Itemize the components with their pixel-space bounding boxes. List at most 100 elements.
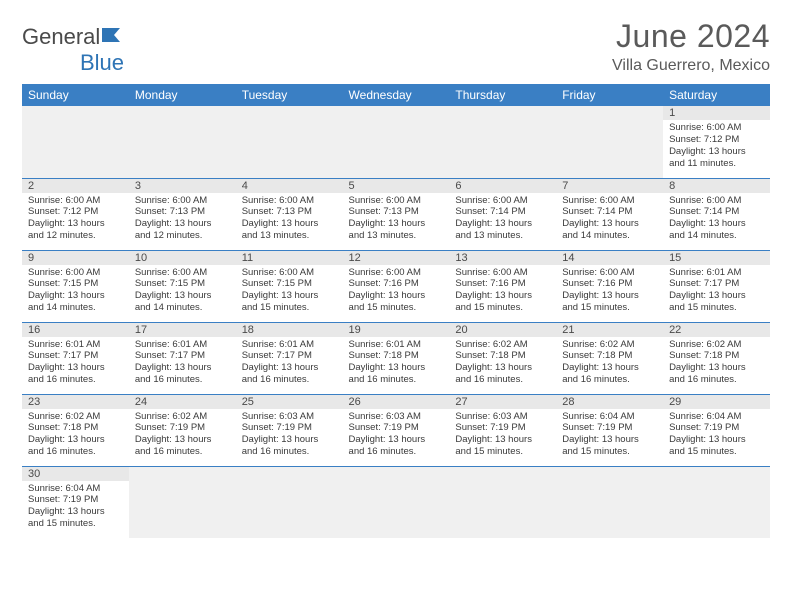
day-data-line: Sunrise: 6:00 AM <box>28 267 123 279</box>
day-data-line: Daylight: 13 hours <box>562 290 657 302</box>
day-number: 19 <box>343 323 450 337</box>
day-data-line: Daylight: 13 hours <box>349 218 444 230</box>
day-data-line: Sunrise: 6:02 AM <box>28 411 123 423</box>
day-number: 24 <box>129 395 236 409</box>
day-data-line: Sunrise: 6:02 AM <box>562 339 657 351</box>
day-data: Sunrise: 6:01 AMSunset: 7:17 PMDaylight:… <box>129 337 236 391</box>
day-data-line: Sunset: 7:18 PM <box>455 350 550 362</box>
day-data-line: Daylight: 13 hours <box>135 218 230 230</box>
calendar-empty-cell <box>556 106 663 178</box>
day-data-line: Sunrise: 6:00 AM <box>349 267 444 279</box>
day-data: Sunrise: 6:03 AMSunset: 7:19 PMDaylight:… <box>449 409 556 463</box>
brand-text: General Blue <box>22 24 124 76</box>
header: General Blue June 2024 Villa Guerrero, M… <box>22 18 770 76</box>
day-data: Sunrise: 6:02 AMSunset: 7:19 PMDaylight:… <box>129 409 236 463</box>
day-data-line: and 13 minutes. <box>242 230 337 242</box>
calendar-day-cell: 29Sunrise: 6:04 AMSunset: 7:19 PMDayligh… <box>663 394 770 466</box>
day-data-line: Sunset: 7:14 PM <box>562 206 657 218</box>
calendar-week-row: 23Sunrise: 6:02 AMSunset: 7:18 PMDayligh… <box>22 394 770 466</box>
day-data-line: and 16 minutes. <box>28 446 123 458</box>
day-number: 20 <box>449 323 556 337</box>
weekday-header: Thursday <box>449 84 556 106</box>
calendar-day-cell: 11Sunrise: 6:00 AMSunset: 7:15 PMDayligh… <box>236 250 343 322</box>
day-data-line: Sunset: 7:13 PM <box>349 206 444 218</box>
day-data-line: and 15 minutes. <box>669 446 764 458</box>
day-data-line: Sunrise: 6:04 AM <box>28 483 123 495</box>
calendar-day-cell: 21Sunrise: 6:02 AMSunset: 7:18 PMDayligh… <box>556 322 663 394</box>
day-data-line: Sunset: 7:19 PM <box>455 422 550 434</box>
day-number: 21 <box>556 323 663 337</box>
weekday-header: Friday <box>556 84 663 106</box>
calendar-day-cell: 25Sunrise: 6:03 AMSunset: 7:19 PMDayligh… <box>236 394 343 466</box>
calendar-day-cell: 27Sunrise: 6:03 AMSunset: 7:19 PMDayligh… <box>449 394 556 466</box>
calendar-day-cell: 1Sunrise: 6:00 AMSunset: 7:12 PMDaylight… <box>663 106 770 178</box>
day-data-line: Sunrise: 6:00 AM <box>242 195 337 207</box>
day-data-line: and 15 minutes. <box>242 302 337 314</box>
day-data: Sunrise: 6:00 AMSunset: 7:14 PMDaylight:… <box>556 193 663 247</box>
day-data-line: and 12 minutes. <box>28 230 123 242</box>
day-number: 7 <box>556 179 663 193</box>
day-data-line: Sunset: 7:18 PM <box>28 422 123 434</box>
day-data-line: and 16 minutes. <box>349 446 444 458</box>
calendar-page: General Blue June 2024 Villa Guerrero, M… <box>0 0 792 556</box>
weekday-header: Wednesday <box>343 84 450 106</box>
day-data-line: and 15 minutes. <box>562 446 657 458</box>
day-data-line: Sunset: 7:16 PM <box>562 278 657 290</box>
calendar-empty-cell <box>343 466 450 538</box>
calendar-day-cell: 7Sunrise: 6:00 AMSunset: 7:14 PMDaylight… <box>556 178 663 250</box>
day-data-line: Sunrise: 6:00 AM <box>349 195 444 207</box>
day-data-line: Sunrise: 6:03 AM <box>349 411 444 423</box>
day-data: Sunrise: 6:00 AMSunset: 7:15 PMDaylight:… <box>22 265 129 319</box>
calendar-day-cell: 12Sunrise: 6:00 AMSunset: 7:16 PMDayligh… <box>343 250 450 322</box>
day-data: Sunrise: 6:00 AMSunset: 7:16 PMDaylight:… <box>343 265 450 319</box>
day-data-line: Sunset: 7:19 PM <box>562 422 657 434</box>
day-data-line: Sunrise: 6:01 AM <box>669 267 764 279</box>
day-data-line: and 15 minutes. <box>455 446 550 458</box>
day-number: 6 <box>449 179 556 193</box>
day-data-line: Sunset: 7:15 PM <box>135 278 230 290</box>
day-data-line: and 16 minutes. <box>135 374 230 386</box>
day-data-line: Sunset: 7:19 PM <box>349 422 444 434</box>
brand-part1: General <box>22 24 100 49</box>
calendar-day-cell: 23Sunrise: 6:02 AMSunset: 7:18 PMDayligh… <box>22 394 129 466</box>
day-data-line: Sunrise: 6:00 AM <box>562 195 657 207</box>
calendar-week-row: 1Sunrise: 6:00 AMSunset: 7:12 PMDaylight… <box>22 106 770 178</box>
day-data-line: and 14 minutes. <box>28 302 123 314</box>
weekday-header: Tuesday <box>236 84 343 106</box>
day-data-line: Daylight: 13 hours <box>669 146 764 158</box>
calendar-day-cell: 16Sunrise: 6:01 AMSunset: 7:17 PMDayligh… <box>22 322 129 394</box>
weekday-header: Monday <box>129 84 236 106</box>
day-data-line: Daylight: 13 hours <box>28 434 123 446</box>
calendar-day-cell: 30Sunrise: 6:04 AMSunset: 7:19 PMDayligh… <box>22 466 129 538</box>
day-number: 14 <box>556 251 663 265</box>
day-number: 16 <box>22 323 129 337</box>
day-data-line: and 14 minutes. <box>669 230 764 242</box>
calendar-week-row: 30Sunrise: 6:04 AMSunset: 7:19 PMDayligh… <box>22 466 770 538</box>
calendar-day-cell: 6Sunrise: 6:00 AMSunset: 7:14 PMDaylight… <box>449 178 556 250</box>
day-data-line: Daylight: 13 hours <box>242 362 337 374</box>
day-number: 12 <box>343 251 450 265</box>
day-number: 28 <box>556 395 663 409</box>
day-data-line: Sunset: 7:19 PM <box>242 422 337 434</box>
month-title: June 2024 <box>612 18 770 55</box>
day-number: 2 <box>22 179 129 193</box>
day-data: Sunrise: 6:00 AMSunset: 7:15 PMDaylight:… <box>129 265 236 319</box>
calendar-empty-cell <box>22 106 129 178</box>
day-number: 22 <box>663 323 770 337</box>
day-data-line: Sunset: 7:18 PM <box>562 350 657 362</box>
weekday-header-row: SundayMondayTuesdayWednesdayThursdayFrid… <box>22 84 770 106</box>
day-data-line: Sunrise: 6:00 AM <box>135 195 230 207</box>
day-number: 13 <box>449 251 556 265</box>
day-data-line: Daylight: 13 hours <box>349 362 444 374</box>
day-data-line: Sunset: 7:13 PM <box>135 206 230 218</box>
calendar-day-cell: 24Sunrise: 6:02 AMSunset: 7:19 PMDayligh… <box>129 394 236 466</box>
calendar-empty-cell <box>236 466 343 538</box>
day-number: 11 <box>236 251 343 265</box>
day-data: Sunrise: 6:02 AMSunset: 7:18 PMDaylight:… <box>663 337 770 391</box>
day-data: Sunrise: 6:04 AMSunset: 7:19 PMDaylight:… <box>663 409 770 463</box>
calendar-day-cell: 15Sunrise: 6:01 AMSunset: 7:17 PMDayligh… <box>663 250 770 322</box>
day-data-line: Sunrise: 6:00 AM <box>455 267 550 279</box>
calendar-empty-cell <box>236 106 343 178</box>
flag-icon <box>102 24 124 50</box>
day-data-line: Sunset: 7:14 PM <box>455 206 550 218</box>
